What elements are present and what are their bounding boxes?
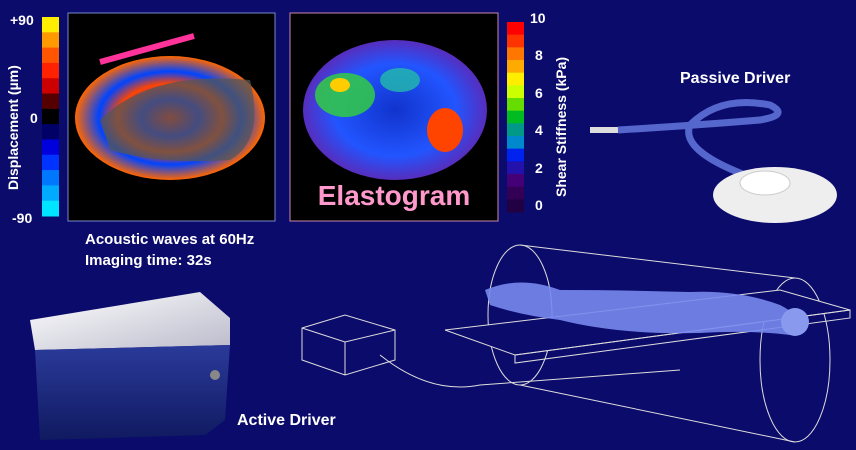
stiffness-swatch xyxy=(507,136,524,150)
displacement-swatch xyxy=(42,78,59,95)
displacement-swatch xyxy=(42,17,59,33)
stiffness-swatch xyxy=(507,85,524,99)
stiffness-swatch xyxy=(507,161,524,175)
stiffness-swatch xyxy=(507,60,524,74)
displacement-swatch xyxy=(42,170,59,186)
displacement-colorbar xyxy=(42,17,59,217)
displacement-swatch xyxy=(42,108,59,125)
stiffness-swatch xyxy=(507,47,524,61)
stiffness-colorbar xyxy=(507,22,524,213)
passive-driver-label: Passive Driver xyxy=(680,70,791,87)
stiffness-swatch xyxy=(507,22,524,36)
displacement-swatch xyxy=(42,32,59,49)
stiffness-swatch xyxy=(507,110,524,124)
stiffness-tick-4: 4 xyxy=(535,122,543,138)
displacement-swatch xyxy=(42,47,59,64)
displacement-tick-zero: 0 xyxy=(30,110,38,126)
passive-driver-device xyxy=(590,99,837,223)
patient-body xyxy=(485,282,809,336)
elastogram-label: Elastogram xyxy=(317,180,471,211)
driver-position-marker xyxy=(99,33,195,65)
stiffness-swatch xyxy=(507,123,524,137)
displacement-swatch xyxy=(42,93,59,110)
displacement-tick-min: -90 xyxy=(12,210,33,226)
displacement-swatch xyxy=(42,185,59,202)
wave-image xyxy=(67,12,276,222)
wave-caption-imaging-time: Imaging time: 32s xyxy=(85,252,212,269)
stiffness-swatch xyxy=(507,98,524,112)
displacement-axis-label: Displacement (µm) xyxy=(5,65,21,190)
displacement-swatch xyxy=(42,200,59,217)
wave-caption-frequency: Acoustic waves at 60Hz xyxy=(85,231,255,248)
displacement-swatch xyxy=(42,139,59,156)
stiffness-tick-0: 0 xyxy=(535,197,543,213)
wireframe-driver-box xyxy=(301,314,681,388)
stiffness-tick-10: 10 xyxy=(530,10,546,26)
stiffness-swatch xyxy=(507,34,524,48)
displacement-swatch xyxy=(42,124,59,140)
displacement-tick-max: +90 xyxy=(10,12,34,28)
stiffness-swatch xyxy=(507,199,524,213)
stiffness-swatch xyxy=(507,186,524,200)
displacement-swatch xyxy=(42,62,59,79)
stiffness-swatch xyxy=(507,72,524,86)
stiffness-axis-label: Shear Stiffness (kPa) xyxy=(553,56,569,197)
stiffness-tick-6: 6 xyxy=(535,85,543,101)
stiffness-tick-2: 2 xyxy=(535,160,543,176)
active-driver-label: Active Driver xyxy=(237,412,336,429)
stiffness-swatch xyxy=(507,174,524,188)
elastogram-image xyxy=(289,12,499,222)
stiffness-swatch xyxy=(507,148,524,162)
displacement-swatch xyxy=(42,154,59,171)
mri-scanner xyxy=(444,244,851,443)
active-driver-device xyxy=(30,292,230,440)
stiffness-tick-8: 8 xyxy=(535,47,543,63)
